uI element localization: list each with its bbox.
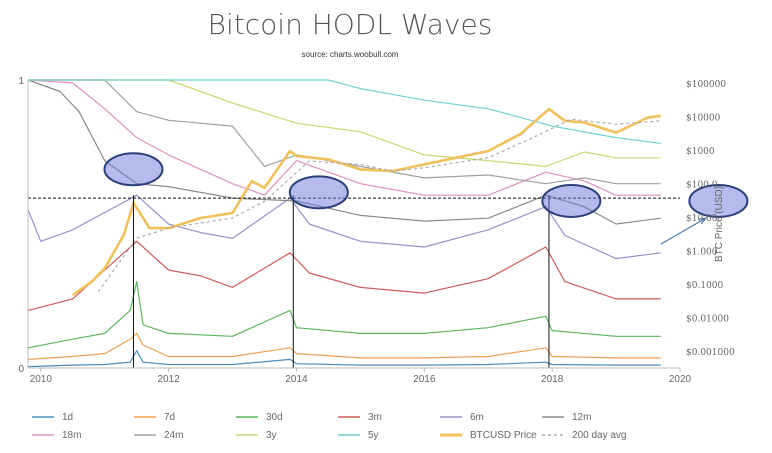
x-tick-label: 2018	[541, 374, 564, 385]
right-tick-label: $100000	[686, 80, 726, 90]
left-tick-label: 0	[18, 364, 24, 375]
legend-entry-label: 6m	[470, 412, 484, 423]
series-line-200-day-avg	[97, 118, 661, 293]
annotation-ellipse	[688, 183, 749, 218]
legend-entry-label: 7d	[164, 412, 175, 423]
x-tick-label: 2010	[30, 374, 53, 385]
series-line-30d	[27, 281, 661, 349]
legend-entry-label: 3y	[266, 430, 277, 441]
legend-entry-label: 24m	[164, 430, 183, 441]
annotation-ellipse	[103, 152, 164, 187]
series-line-3m	[27, 240, 661, 311]
right-tick-label: $100.0	[686, 181, 718, 191]
chart-subtitle: source: charts.woobull.com	[302, 50, 399, 59]
legend-entry-label: 18m	[62, 430, 81, 441]
legend: 1d 7d 30d 3m 6m 12m 18m 24m 3y 5y BTCUSD Price 200 …	[32, 412, 627, 441]
chart-title: Bitcoin HODL Waves	[208, 8, 493, 41]
legend-entry-label: BTCUSD Price	[470, 430, 537, 441]
series-layer	[27, 79, 661, 368]
series-line-7d	[27, 332, 661, 360]
legend-entry-label: 3m	[368, 412, 382, 423]
legend-entry-label: 200 day avg	[572, 430, 627, 441]
right-tick-label: $0.1000	[686, 281, 723, 291]
legend-entry-label: 12m	[572, 412, 591, 423]
series-line-3y	[28, 79, 661, 167]
series-line-18m	[27, 79, 661, 196]
series-line-5y	[28, 79, 661, 144]
annotation-ellipse	[288, 175, 349, 210]
legend-entry-label: 5y	[368, 430, 379, 441]
right-tick-label: $0.001000	[686, 348, 735, 358]
axis-layer: 2010 2012 2014 2016 2018 2020 0 1 $100000 $10000 $…	[18, 76, 735, 385]
left-tick-label: 1	[18, 76, 24, 87]
right-tick-label: $10000	[686, 114, 721, 124]
right-tick-label: $1.000	[686, 248, 718, 258]
series-line-1d	[27, 350, 661, 368]
annotation-arrow-shaft	[660, 217, 706, 245]
x-tick-label: 2014	[285, 374, 308, 385]
annotation-ellipse	[541, 183, 602, 218]
annotation-arrow-head	[698, 217, 707, 225]
legend-entry-label: 1d	[62, 412, 73, 423]
right-tick-label: $0.01000	[686, 315, 729, 325]
right-tick-label: $1000	[686, 147, 715, 157]
annotation-layer	[28, 152, 749, 368]
x-tick-label: 2012	[158, 374, 181, 385]
legend-entry-label: 30d	[266, 412, 283, 423]
right-axis-title: BTC Price (USD)	[714, 186, 725, 262]
series-line-btcusd-price	[71, 107, 661, 297]
x-tick-label: 2020	[669, 374, 692, 385]
right-tick-label: $10.00	[686, 214, 718, 224]
x-tick-label: 2016	[413, 374, 436, 385]
